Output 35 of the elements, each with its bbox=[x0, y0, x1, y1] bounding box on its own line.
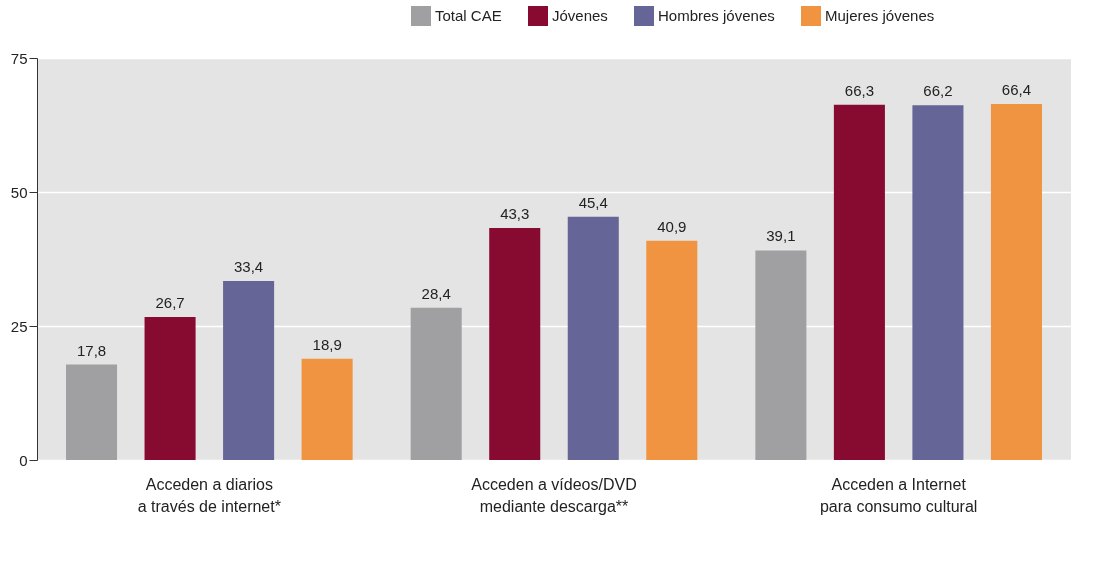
bar bbox=[223, 280, 275, 460]
data-label: 40,9 bbox=[657, 217, 687, 235]
y-tick-label: 75 bbox=[10, 49, 28, 67]
data-label: 28,4 bbox=[421, 284, 451, 302]
bar bbox=[301, 358, 353, 460]
data-label: 17,8 bbox=[76, 341, 107, 359]
bar bbox=[912, 105, 964, 460]
data-label: 26,7 bbox=[155, 293, 185, 311]
y-tick-label: 25 bbox=[10, 317, 28, 335]
data-label: 66,4 bbox=[1001, 81, 1032, 99]
data-label: 39,1 bbox=[766, 227, 796, 245]
x-tick-label: Acceden a diarios a través de internet* bbox=[137, 475, 281, 515]
legend-label: Mujeres jóvenes bbox=[825, 7, 935, 24]
bar bbox=[66, 364, 118, 460]
x-tick-label: Acceden a vídeos/DVD mediante descarga** bbox=[471, 475, 637, 515]
data-label: 43,3 bbox=[500, 204, 530, 222]
y-tick-label: 0 bbox=[19, 451, 28, 469]
bar bbox=[567, 216, 619, 460]
data-label: 66,3 bbox=[844, 81, 874, 99]
bar bbox=[646, 240, 698, 460]
bar bbox=[489, 227, 541, 460]
bar bbox=[410, 307, 462, 460]
legend-label: Hombres jóvenes bbox=[658, 7, 775, 24]
data-label: 18,9 bbox=[312, 335, 342, 353]
bar bbox=[144, 316, 196, 460]
legend-label: Jóvenes bbox=[552, 7, 608, 24]
bar bbox=[833, 104, 885, 460]
bar bbox=[755, 250, 807, 460]
data-label: 33,4 bbox=[234, 257, 264, 275]
bar bbox=[990, 104, 1042, 460]
data-label: 66,2 bbox=[923, 82, 953, 100]
data-label: 45,4 bbox=[578, 193, 608, 211]
legend-label: Total CAE bbox=[435, 7, 502, 24]
x-tick-label: Acceden a Internet para consumo cultural bbox=[819, 475, 978, 515]
y-tick-label: 50 bbox=[10, 183, 28, 201]
